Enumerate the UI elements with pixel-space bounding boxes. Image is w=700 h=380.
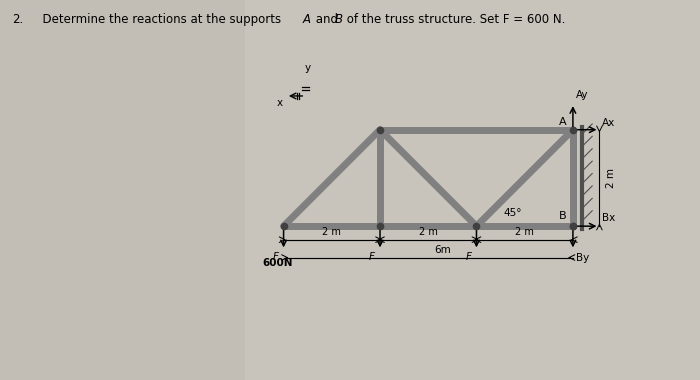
Text: F: F (273, 252, 279, 262)
Text: F: F (466, 252, 472, 262)
Text: and: and (312, 13, 342, 26)
Text: Ay: Ay (576, 90, 588, 100)
Text: 600N: 600N (262, 258, 293, 268)
Text: A: A (303, 13, 311, 26)
Text: y: y (304, 63, 311, 73)
Text: 2 m: 2 m (606, 168, 616, 188)
Text: Bx: Bx (602, 213, 615, 223)
Text: By: By (576, 253, 589, 263)
Text: B: B (559, 211, 566, 221)
Text: 2.: 2. (13, 13, 24, 26)
Text: of the truss structure. Set F = 600 N.: of the truss structure. Set F = 600 N. (343, 13, 566, 26)
Text: x: x (277, 98, 284, 108)
Text: F: F (369, 252, 375, 262)
Text: Ax: Ax (602, 118, 615, 128)
Text: 2 m: 2 m (419, 227, 438, 238)
Text: 45°: 45° (503, 207, 522, 218)
Text: B: B (335, 13, 342, 26)
Text: 2 m: 2 m (323, 227, 341, 238)
Text: A: A (559, 117, 566, 127)
Bar (0, 0, 245, 380)
Text: 2 m: 2 m (515, 227, 534, 238)
Text: Determine the reactions at the supports: Determine the reactions at the supports (35, 13, 285, 26)
Text: 6m: 6m (434, 245, 451, 255)
